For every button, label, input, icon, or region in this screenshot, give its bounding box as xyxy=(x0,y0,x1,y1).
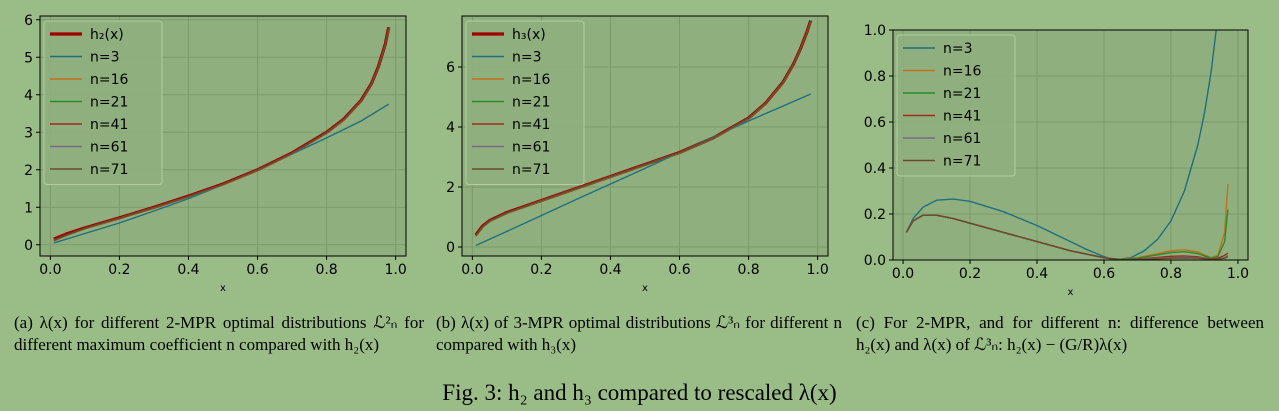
y-tick-label: 3 xyxy=(24,125,33,141)
y-tick-label: 4 xyxy=(24,88,33,104)
y-tick-label: 2 xyxy=(446,180,455,196)
legend-label: n=16 xyxy=(90,72,129,88)
x-tick-label: 0.0 xyxy=(39,262,61,278)
legend-label: n=61 xyxy=(943,131,981,147)
legend-label: n=71 xyxy=(943,154,981,170)
legend-label: n=71 xyxy=(90,162,128,178)
legend-label: n=41 xyxy=(512,117,550,133)
legend-label: n=71 xyxy=(512,162,550,178)
y-tick-label: 1.0 xyxy=(864,23,886,39)
x-tick-label: 0.0 xyxy=(461,262,483,278)
x-axis-label: x xyxy=(220,283,226,294)
plot-frame xyxy=(39,15,407,257)
x-tick-label: 0.2 xyxy=(530,262,552,278)
series-line-n71 xyxy=(53,27,390,241)
y-tick-label: 1 xyxy=(24,200,33,216)
legend-label: n=61 xyxy=(90,140,128,156)
legend-label: n=3 xyxy=(90,50,120,66)
y-tick-label: 0.0 xyxy=(864,253,886,269)
plot-frame xyxy=(892,29,1249,261)
caption-a: (a) λ(x) for different 2-MPR optimal dis… xyxy=(14,313,424,354)
legend-label: n=21 xyxy=(943,86,981,102)
legend-label: n=3 xyxy=(512,50,542,66)
series-line-n71 xyxy=(475,20,812,237)
y-tick-label: 2 xyxy=(24,163,33,179)
x-tick-label: 0.8 xyxy=(1160,266,1182,282)
x-tick-label: 0.8 xyxy=(315,262,337,278)
x-tick-label: 0.0 xyxy=(892,266,914,282)
x-tick-label: 0.6 xyxy=(1093,266,1115,282)
y-tick-label: 6 xyxy=(446,60,455,76)
plot-frame xyxy=(461,15,829,257)
legend-label: n=41 xyxy=(943,109,981,125)
x-tick-label: 0.6 xyxy=(668,262,690,278)
legend-label: n=21 xyxy=(512,95,550,111)
series-line-n3 xyxy=(905,30,1217,260)
figure-caption: Fig. 3: h₂ and h₃ compared to rescaled λ… xyxy=(442,380,837,405)
y-tick-label: 0.4 xyxy=(864,161,886,177)
x-tick-label: 0.2 xyxy=(959,266,981,282)
y-tick-label: 0.2 xyxy=(864,207,886,223)
x-tick-label: 0.4 xyxy=(1026,266,1048,282)
y-tick-label: 0 xyxy=(24,238,33,254)
x-axis-label: x xyxy=(1068,287,1074,298)
x-tick-label: 0.2 xyxy=(108,262,130,278)
subplot-b: 0.0 0.2 0.4 0.6 0.8 1.0 0 2 4 6 x h₃(x) n=3 n=16 n=21 n… xyxy=(446,15,829,294)
legend-label: n=41 xyxy=(90,117,128,133)
legend-box xyxy=(465,20,585,185)
x-tick-label: 1.0 xyxy=(807,262,829,278)
y-tick-label: 5 xyxy=(24,50,33,66)
legend-label: h₃(x) xyxy=(512,27,546,43)
caption-c: (c) For 2-MPR, and for different n: diff… xyxy=(856,313,1264,354)
x-tick-label: 0.8 xyxy=(737,262,759,278)
y-tick-label: 0.6 xyxy=(864,115,886,131)
subplot-c: 0.0 0.2 0.4 0.6 0.8 1.0 0.0 0.2 0.4 0.6 0.8 1.0 x n=3… xyxy=(864,23,1249,298)
subplot-a: 0.0 0.2 0.4 0.6 0.8 1.0 0 1 2 3 4 5 6 x h₂(x) n=3 n=16 n=… xyxy=(24,13,407,294)
legend-label: n=21 xyxy=(90,95,128,111)
series-line-n3 xyxy=(475,93,811,247)
series-line-n71 xyxy=(905,214,1229,260)
legend-label: n=3 xyxy=(943,41,973,57)
x-axis-label: x xyxy=(642,283,648,294)
caption-b: (b) λ(x) of 3-MPR optimal distributions … xyxy=(436,313,842,354)
y-tick-label: 0.8 xyxy=(864,69,886,85)
y-tick-label: 0 xyxy=(446,240,455,256)
x-tick-label: 1.0 xyxy=(1227,266,1249,282)
legend-box xyxy=(43,20,163,185)
x-tick-label: 0.6 xyxy=(246,262,268,278)
x-tick-label: 0.4 xyxy=(177,262,199,278)
legend-label: n=16 xyxy=(512,72,551,88)
legend-label: h₂(x) xyxy=(90,27,124,43)
y-tick-label: 6 xyxy=(24,13,33,29)
x-tick-label: 0.4 xyxy=(599,262,621,278)
y-tick-label: 4 xyxy=(446,120,455,136)
x-tick-label: 1.0 xyxy=(385,262,407,278)
legend-label: n=16 xyxy=(943,64,982,80)
legend-label: n=61 xyxy=(512,140,550,156)
